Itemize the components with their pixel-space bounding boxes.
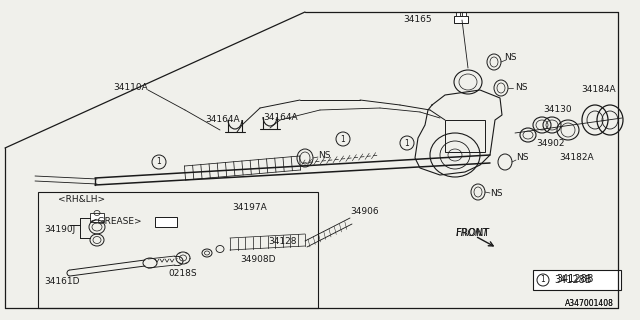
Ellipse shape <box>537 274 549 286</box>
Text: 34908D: 34908D <box>240 255 275 265</box>
Text: 1: 1 <box>404 139 410 148</box>
Text: NS: NS <box>504 53 516 62</box>
Text: A347001408: A347001408 <box>565 300 614 308</box>
Text: 34184A: 34184A <box>581 84 616 93</box>
Text: NS: NS <box>515 84 527 92</box>
Text: 0218S: 0218S <box>168 269 196 278</box>
Text: NS: NS <box>490 188 502 197</box>
Text: 34902: 34902 <box>536 140 564 148</box>
Text: <GREASE>: <GREASE> <box>90 218 141 227</box>
Text: <RH&LH>: <RH&LH> <box>58 196 105 204</box>
Text: 34197A: 34197A <box>232 203 267 212</box>
Bar <box>90 213 104 222</box>
Bar <box>155 217 177 227</box>
Text: 34110A: 34110A <box>113 84 148 92</box>
Text: 34182A: 34182A <box>559 154 594 163</box>
Text: 1: 1 <box>340 134 346 143</box>
Bar <box>456 12 460 16</box>
Text: 34130: 34130 <box>543 106 572 115</box>
Text: NS: NS <box>516 154 529 163</box>
Text: NS: NS <box>318 150 330 159</box>
Text: 34190J: 34190J <box>44 226 76 235</box>
Text: 34165: 34165 <box>403 14 431 23</box>
Bar <box>462 12 466 16</box>
Bar <box>445 120 485 152</box>
Bar <box>533 270 621 290</box>
Text: 34164A: 34164A <box>263 114 298 123</box>
Text: 1: 1 <box>157 157 161 166</box>
Text: 34128: 34128 <box>268 237 296 246</box>
Text: 34164A: 34164A <box>205 116 239 124</box>
Text: FRONT: FRONT <box>456 228 490 238</box>
Text: 34128B: 34128B <box>556 274 593 284</box>
Text: 34128B: 34128B <box>554 275 591 285</box>
Text: 34906: 34906 <box>350 207 379 217</box>
Text: 34161D: 34161D <box>44 276 79 285</box>
Bar <box>454 16 468 23</box>
Text: A347001408: A347001408 <box>565 300 614 308</box>
Bar <box>38 192 318 308</box>
Text: 1: 1 <box>541 276 545 284</box>
Text: FRONT: FRONT <box>456 228 489 238</box>
